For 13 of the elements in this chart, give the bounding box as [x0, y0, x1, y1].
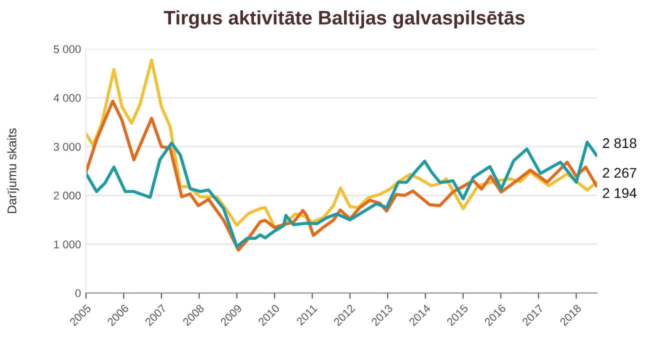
data-label: 2 818	[602, 138, 636, 148]
line-series	[86, 100, 597, 252]
data-label: 2 267	[602, 168, 636, 178]
data-label: 2 194	[602, 188, 637, 198]
y-tick-label: 5 000	[54, 45, 81, 54]
y-tick-label: 3 000	[54, 142, 81, 151]
y-tick-label: 1 000	[54, 240, 81, 248]
chart-title: Tirgus aktivitāte Baltijas galvaspilsētās	[164, 10, 525, 29]
line-series	[86, 140, 597, 248]
y-tick-label: 2 000	[54, 192, 81, 200]
y-tick-label: 4 000	[54, 94, 81, 102]
y-axis-title: Darījumu skaits	[7, 128, 19, 214]
y-tick-label: 0	[75, 289, 81, 298]
